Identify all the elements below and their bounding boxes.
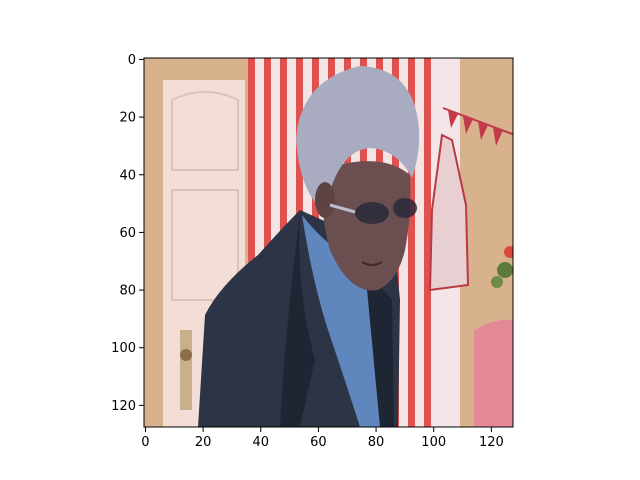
y-tick-label: 60	[119, 226, 136, 241]
face	[321, 161, 411, 291]
x-tick-label: 100	[421, 435, 446, 450]
left-decoration	[180, 330, 192, 410]
y-tick-label: 20	[119, 111, 136, 126]
y-tick-label: 100	[111, 341, 136, 356]
x-tick-label: 0	[141, 435, 149, 450]
pink-table	[474, 319, 513, 427]
y-tick-label: 80	[119, 284, 136, 299]
curtain-stripe	[408, 58, 415, 427]
y-tick-label: 120	[111, 399, 136, 414]
hair	[296, 66, 420, 210]
curtain-stripe	[424, 58, 431, 427]
image-content	[144, 58, 513, 427]
x-tick-label: 80	[368, 435, 385, 450]
y-tick-label: 40	[119, 168, 136, 183]
x-tick-label: 60	[310, 435, 327, 450]
plant	[491, 246, 513, 288]
x-tick-label: 120	[479, 435, 504, 450]
axes-frame	[143, 57, 514, 428]
bunting	[442, 107, 513, 146]
curtain-stripe	[415, 58, 424, 427]
apron	[428, 133, 470, 292]
x-axis: 0 20 40 60 80 100 120	[141, 427, 504, 450]
x-tick-label: 20	[195, 435, 212, 450]
y-tick-label: 0	[128, 53, 136, 68]
y-axis: 0 20 40 60 80 100 120	[111, 53, 144, 414]
curtain-stripe	[264, 58, 271, 427]
glasses	[329, 198, 417, 224]
curtain-stripe	[255, 58, 264, 427]
curtain-stripe	[248, 58, 255, 427]
x-tick-label: 40	[252, 435, 269, 450]
